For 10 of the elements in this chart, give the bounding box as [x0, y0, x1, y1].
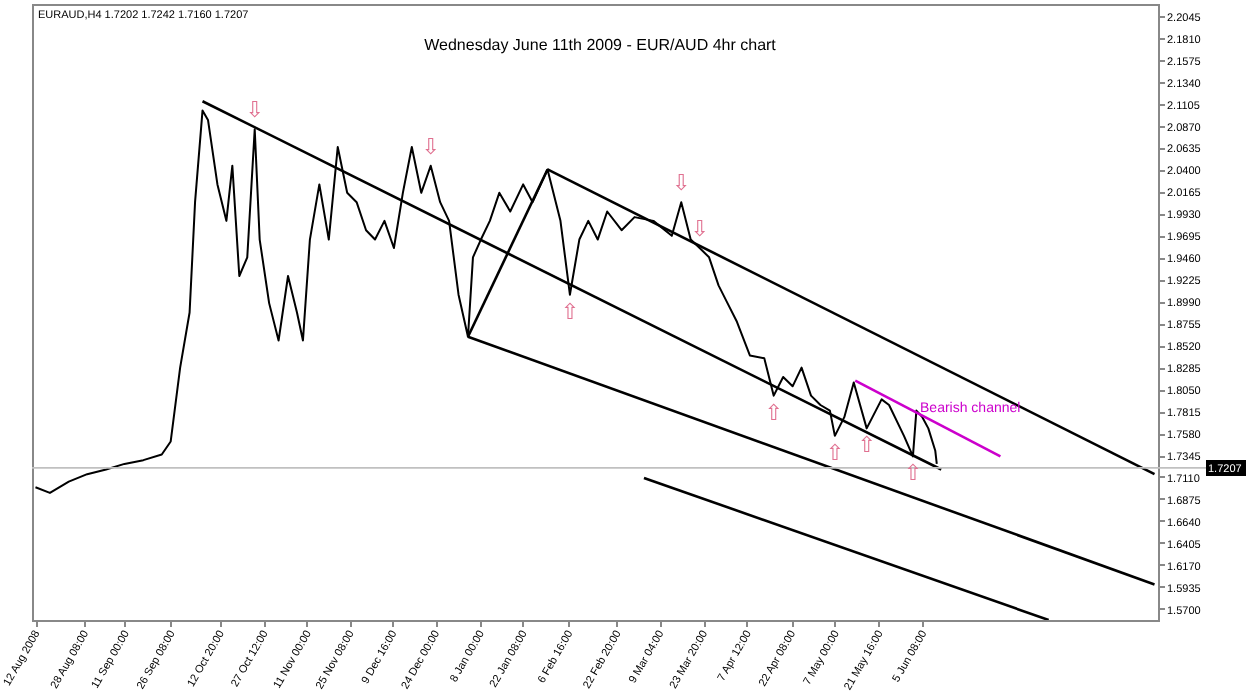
annotation: ⇩: [245, 97, 264, 124]
annotation: ⇧: [825, 439, 845, 466]
annotation: ⇧: [857, 432, 876, 459]
annotation: ⇩: [672, 170, 691, 197]
annotation: ⇧: [764, 399, 783, 426]
annotation: ⇧: [903, 460, 923, 487]
annotation: ⇩: [690, 215, 709, 242]
annotation: ⇧: [560, 298, 580, 325]
text: Wednesday June 11th 2009 - EUR/AUD 4hr chart: [424, 36, 778, 54]
annotation: ⇩: [421, 133, 440, 160]
